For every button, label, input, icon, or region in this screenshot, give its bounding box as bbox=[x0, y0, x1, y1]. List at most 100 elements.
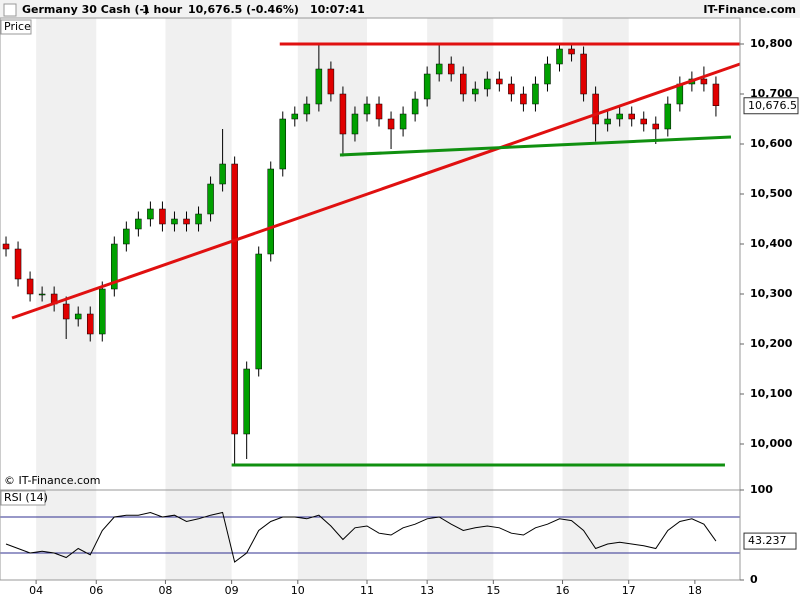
candle-body bbox=[435, 63, 443, 75]
candle-body bbox=[135, 218, 142, 230]
watermark: © IT-Finance.com bbox=[4, 474, 101, 487]
y-tick-label: 10,300 bbox=[750, 287, 793, 300]
trendline bbox=[11, 62, 741, 320]
last-price-box bbox=[743, 97, 799, 115]
candle-body bbox=[616, 113, 623, 120]
x-tick-label: 08 bbox=[158, 584, 172, 597]
last-rsi-box bbox=[743, 532, 797, 550]
period: 1 hour bbox=[142, 3, 183, 16]
x-tick-label: 15 bbox=[486, 584, 500, 597]
candle-body bbox=[267, 168, 274, 255]
candle-body bbox=[62, 303, 70, 320]
y-tick-label: 0 bbox=[750, 573, 758, 586]
candle-body bbox=[556, 48, 563, 65]
candle-body bbox=[568, 48, 575, 55]
candle-body bbox=[399, 113, 407, 130]
x-tick-label: 13 bbox=[420, 584, 434, 597]
candle-body bbox=[628, 113, 635, 120]
day-band bbox=[36, 18, 97, 490]
candle-body bbox=[111, 243, 118, 290]
candle-body bbox=[712, 83, 720, 106]
candle-body bbox=[38, 293, 46, 296]
candle-body bbox=[291, 113, 299, 120]
candle-body bbox=[544, 63, 551, 85]
candle-body bbox=[592, 93, 599, 125]
candle-body bbox=[147, 208, 154, 220]
candle-body bbox=[2, 243, 10, 250]
candle-body bbox=[315, 68, 323, 105]
day-band bbox=[427, 490, 494, 580]
quote: 10,676.5 (-0.46%) bbox=[188, 3, 299, 16]
last-price-label: 10,676.5 bbox=[748, 99, 797, 112]
x-tick-label: 10 bbox=[291, 584, 305, 597]
candle-body bbox=[183, 218, 190, 225]
y-tick-label: 100 bbox=[750, 483, 773, 496]
candle-body bbox=[26, 278, 34, 295]
candle-body bbox=[520, 93, 527, 105]
y-tick-label: 10,800 bbox=[750, 37, 793, 50]
rsi-frame bbox=[0, 489, 741, 581]
y-tick-label: 10,400 bbox=[750, 237, 793, 250]
x-tick-label: 06 bbox=[89, 584, 103, 597]
y-tick-label: 10,100 bbox=[750, 387, 793, 400]
candle-body bbox=[508, 83, 515, 95]
candle-body bbox=[74, 313, 82, 320]
last-rsi-label: 43.237 bbox=[748, 534, 787, 547]
panel-label-box bbox=[0, 19, 32, 35]
candle-body bbox=[640, 118, 647, 125]
candle-body bbox=[279, 118, 287, 170]
day-band bbox=[165, 490, 232, 580]
rsi-line bbox=[5, 511, 717, 563]
day-band bbox=[36, 490, 97, 580]
candle-body bbox=[86, 313, 94, 335]
candle-body bbox=[532, 83, 539, 105]
candle-body bbox=[580, 53, 587, 95]
candle-body bbox=[700, 78, 708, 85]
trendline bbox=[339, 135, 732, 157]
header-bar bbox=[0, 0, 800, 18]
x-tick-label: 11 bbox=[360, 584, 374, 597]
candle-body bbox=[411, 98, 419, 115]
panel-label: Price bbox=[4, 20, 31, 33]
x-tick-label: 17 bbox=[622, 584, 636, 597]
x-tick-label: 18 bbox=[688, 584, 702, 597]
icon bbox=[3, 3, 17, 17]
y-tick-label: 10,600 bbox=[750, 137, 793, 150]
day-band bbox=[562, 490, 629, 580]
day-band bbox=[297, 490, 367, 580]
candle-body bbox=[351, 113, 359, 135]
x-tick-label: 04 bbox=[29, 584, 43, 597]
candle-body bbox=[363, 103, 371, 115]
candle-body bbox=[159, 208, 166, 225]
candle-body bbox=[303, 103, 311, 115]
candle-body bbox=[195, 213, 202, 225]
panel-label-box bbox=[0, 490, 46, 506]
candle-body bbox=[255, 253, 262, 370]
candle-body bbox=[339, 93, 347, 135]
panel-label: RSI (14) bbox=[4, 491, 48, 504]
candle-body bbox=[171, 218, 178, 225]
brand: IT-Finance.com bbox=[703, 3, 796, 16]
candle-body bbox=[219, 163, 226, 185]
y-tick-label: 10,000 bbox=[750, 437, 793, 450]
candle-body bbox=[99, 288, 106, 335]
candle-body bbox=[387, 118, 395, 130]
candle-body bbox=[604, 118, 611, 125]
candle-body bbox=[447, 63, 455, 75]
candle-body bbox=[472, 88, 479, 95]
x-tick-label: 16 bbox=[556, 584, 570, 597]
candle-body bbox=[375, 103, 383, 120]
y-tick-label: 10,200 bbox=[750, 337, 793, 350]
candle-body bbox=[484, 78, 491, 90]
price-frame bbox=[0, 17, 741, 491]
day-band bbox=[427, 18, 494, 490]
candle-body bbox=[652, 123, 660, 130]
candle-body bbox=[423, 73, 431, 100]
candle-body bbox=[327, 68, 335, 95]
instrument: Germany 30 Cash (-) bbox=[22, 3, 149, 16]
day-band bbox=[297, 18, 367, 490]
time: 10:07:41 bbox=[310, 3, 365, 16]
candle-body bbox=[207, 183, 214, 215]
